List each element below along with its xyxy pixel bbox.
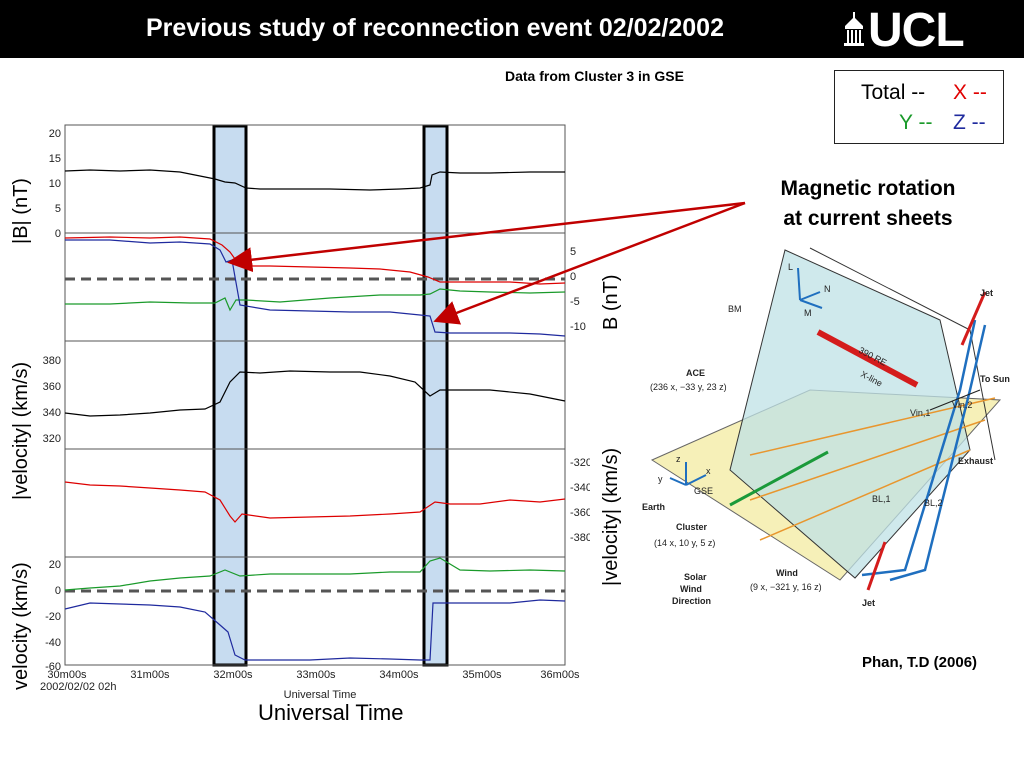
label-jet-bottom: Jet bbox=[862, 598, 875, 608]
tick-p5-1: 20 bbox=[49, 559, 61, 571]
xtick-4: 33m00s bbox=[296, 669, 336, 681]
tick-p4-4: -380 bbox=[570, 532, 590, 544]
tick-p1-4: 5 bbox=[55, 203, 61, 215]
xtick-5: 34m00s bbox=[379, 669, 419, 681]
xtick-1: 30m00s bbox=[47, 669, 87, 681]
legend-z: Z -- bbox=[953, 111, 986, 134]
tick-p5-4: -40 bbox=[45, 637, 61, 649]
trace-b-y bbox=[65, 288, 566, 312]
tick-p5-2: 0 bbox=[55, 585, 61, 597]
field-line-1 bbox=[861, 319, 977, 577]
legend-y: Y -- bbox=[899, 111, 933, 134]
current-sheet-plane bbox=[729, 249, 971, 579]
trace-v-x bbox=[64, 481, 566, 523]
trace-v-total bbox=[64, 370, 566, 417]
label-wind-coords: (9 x, −321 y, 16 z) bbox=[750, 582, 822, 592]
xtick-2: 31m00s bbox=[130, 669, 170, 681]
label-n: N bbox=[824, 284, 831, 294]
label-gse: GSE bbox=[694, 486, 713, 496]
tick-p2-4: -10 bbox=[570, 321, 586, 333]
trace-b-z bbox=[65, 239, 566, 337]
logo-text: UCL bbox=[868, 4, 965, 57]
label-solar-wind: Wind bbox=[680, 584, 702, 594]
tick-p3-2: 360 bbox=[43, 381, 61, 393]
trace-v-y bbox=[64, 557, 566, 591]
tick-p1-2: 15 bbox=[49, 153, 61, 165]
label-cluster-coords: (14 x, 10 y, 5 z) bbox=[654, 538, 715, 548]
ucl-logo: UCL bbox=[842, 4, 1002, 57]
label-solar: Solar bbox=[684, 572, 707, 582]
arrow-sheet-2 bbox=[433, 201, 746, 325]
tick-p5-3: -20 bbox=[45, 611, 61, 623]
label-bl2: BL,2 bbox=[924, 498, 943, 508]
tick-p1-1: 20 bbox=[49, 128, 61, 140]
tick-p5-5: -60 bbox=[45, 661, 61, 673]
label-ace: ACE bbox=[686, 368, 705, 378]
legend-total: Total -- bbox=[861, 81, 926, 104]
credit-text: Phan, T.D (2006) bbox=[862, 654, 978, 671]
tick-p1-5: 0 bbox=[55, 228, 61, 240]
label-m: M bbox=[804, 308, 812, 318]
label-x-axis: x bbox=[706, 466, 711, 476]
field-line-2 bbox=[889, 324, 987, 582]
trace-v-z bbox=[64, 599, 566, 661]
current-sheet-band-1 bbox=[212, 124, 248, 667]
solar-wind-arrow bbox=[729, 450, 829, 507]
label-l: L bbox=[788, 262, 793, 272]
annotation-line-1: Magnetic rotation bbox=[780, 177, 956, 200]
annotation-text: Magnetic rotation at current sheets bbox=[748, 174, 988, 234]
jet-top-arrow bbox=[960, 291, 987, 346]
label-bl1: BL,1 bbox=[872, 494, 891, 504]
xtick-7: 36m00s bbox=[540, 669, 580, 681]
tick-p4-2: -340 bbox=[570, 482, 590, 494]
label-z-axis: z bbox=[676, 454, 681, 464]
xtick-3: 32m00s bbox=[213, 669, 253, 681]
portico-icon bbox=[844, 12, 864, 46]
label-ace-coords: (236 x, −33 y, 23 z) bbox=[650, 382, 727, 392]
timeseries-plot: 20 15 10 5 0 380 360 340 320 20 0 -20 -4… bbox=[40, 124, 590, 700]
subtitle: Data from Cluster 3 in GSE bbox=[505, 68, 684, 84]
label-vin2: Vin,2 bbox=[952, 400, 972, 410]
annotation-line-2: at current sheets bbox=[783, 207, 953, 230]
label-to-sun: To Sun bbox=[980, 374, 1010, 384]
tick-p2-1: 5 bbox=[570, 246, 576, 258]
plot-small-xlabel: Universal Time bbox=[284, 689, 357, 700]
tick-p1-3: 10 bbox=[49, 178, 61, 190]
label-jet-top: Jet bbox=[980, 288, 993, 298]
legend-x: X -- bbox=[953, 81, 987, 104]
label-earth: Earth bbox=[642, 502, 665, 512]
x-line bbox=[816, 329, 919, 388]
label-cluster: Cluster bbox=[676, 522, 708, 532]
reconnection-diagram: L N M BM Jet Jet 390 RE X-line To Sun Ex… bbox=[642, 247, 1010, 608]
lmn-axes bbox=[797, 267, 823, 309]
label-y-axis: y bbox=[658, 474, 663, 484]
tick-p2-2: 0 bbox=[570, 271, 576, 283]
label-exhaust: Exhaust bbox=[958, 456, 993, 466]
panel-vel-comp-2 bbox=[64, 556, 566, 666]
plot-date: 2002/02/02 02h bbox=[40, 681, 116, 693]
arrow-sheet-1 bbox=[227, 201, 746, 273]
trace-b-x bbox=[64, 236, 566, 285]
tick-p3-4: 320 bbox=[43, 433, 61, 445]
legend-box: Total -- X -- Y -- Z -- bbox=[834, 70, 1004, 144]
x-axis-label: Universal Time bbox=[258, 700, 404, 725]
tick-p2-3: -5 bbox=[570, 296, 580, 308]
xtick-6: 35m00s bbox=[462, 669, 502, 681]
tick-p4-3: -360 bbox=[570, 507, 590, 519]
label-bm: BM bbox=[728, 304, 742, 314]
label-vin1: Vin,1 bbox=[910, 408, 930, 418]
label-direction: Direction bbox=[672, 596, 711, 606]
tick-p4-1: -320 bbox=[570, 457, 590, 469]
to-sun-arrow bbox=[929, 389, 981, 411]
tick-p3-1: 380 bbox=[43, 355, 61, 367]
trace-b-total bbox=[64, 169, 565, 191]
tick-p3-3: 340 bbox=[43, 407, 61, 419]
slide-title: Previous study of reconnection event 02/… bbox=[145, 14, 724, 42]
jet-bottom-arrow bbox=[866, 541, 887, 591]
gse-axes bbox=[669, 462, 707, 486]
label-wind: Wind bbox=[776, 568, 798, 578]
